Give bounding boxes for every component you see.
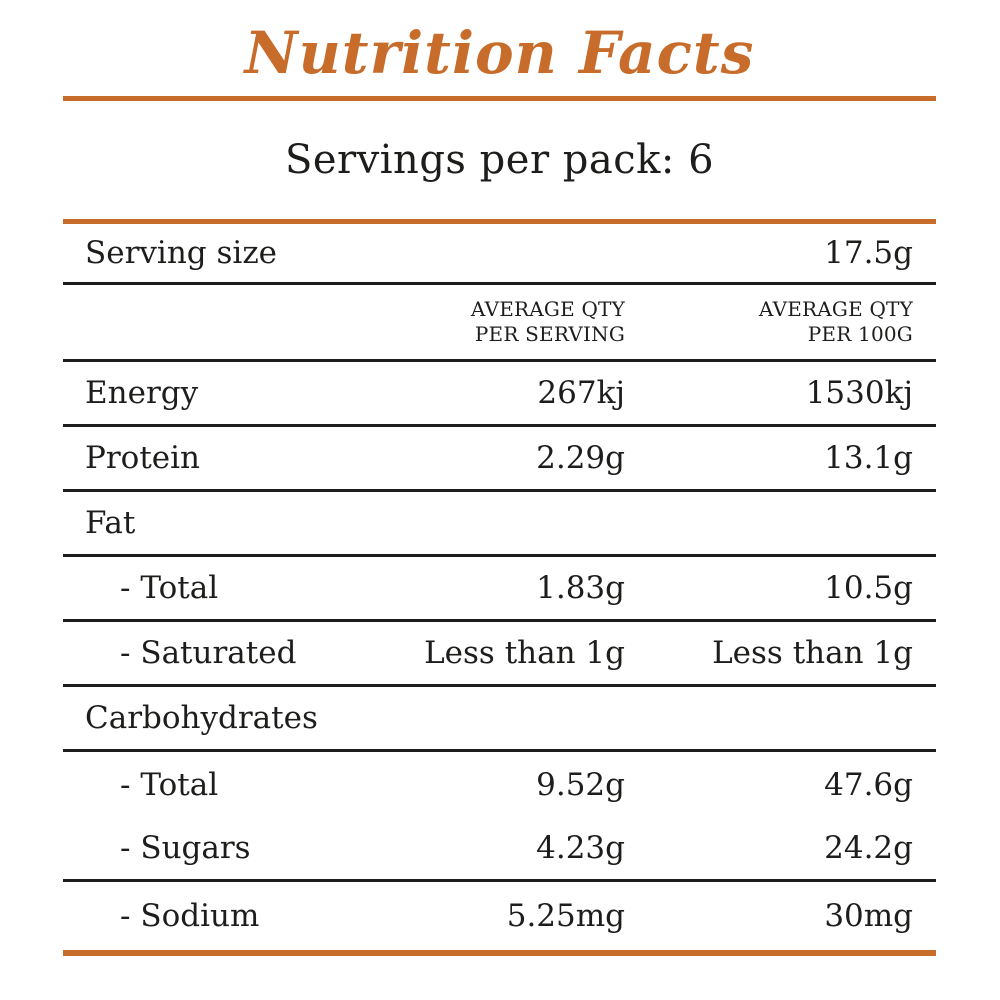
- column-header-per-100g: AVERAGE QTY PER 100G: [625, 297, 913, 347]
- nutrient-label: Fat: [85, 505, 136, 541]
- nutrition-facts-panel: Nutrition Facts Servings per pack: 6 Ser…: [63, 0, 936, 956]
- nutrient-label: - Total: [120, 766, 219, 803]
- nutrient-label: Carbohydrates: [85, 700, 318, 736]
- nutrient-label: Energy: [85, 375, 199, 411]
- per-100g-value: 30mg: [824, 898, 913, 934]
- serving-size-row: Serving size 17.5g: [63, 224, 936, 285]
- divider-orange-top: [63, 96, 936, 101]
- per-serving-value: 9.52g: [536, 766, 625, 803]
- page-title: Nutrition Facts: [244, 19, 755, 87]
- servings-block: Servings per pack: 6: [63, 101, 936, 219]
- nutrient-label: Protein: [85, 440, 201, 476]
- per-serving-value: Less than 1g: [424, 635, 625, 671]
- per-100g-value: 24.2g: [824, 830, 913, 866]
- column-header-row: AVERAGE QTY PER SERVING AVERAGE QTY PER …: [63, 285, 936, 362]
- divider-orange-bottom: [63, 950, 936, 956]
- table-row-fat-total: - Total 1.83g 10.5g: [63, 557, 936, 622]
- per-serving-value: 267kj: [537, 375, 625, 411]
- per-100g-value: 13.1g: [824, 440, 913, 476]
- per-serving-value: 5.25mg: [506, 898, 625, 934]
- serving-size-value: 17.5g: [824, 235, 913, 271]
- table-row-carb-total: - Total 9.52g 47.6g: [63, 752, 936, 817]
- per-100g-value: 1530kj: [805, 375, 913, 411]
- column-header-per-serving-line1: AVERAGE QTY: [470, 297, 625, 321]
- column-header-per-100g-line2: PER 100G: [807, 322, 913, 346]
- table-row-protein: Protein 2.29g 13.1g: [63, 427, 936, 492]
- per-serving-value: 2.29g: [536, 440, 625, 476]
- nutrient-label: - Saturated: [120, 635, 297, 671]
- table-row-sodium: - Sodium 5.25mg 30mg: [63, 882, 936, 950]
- table-row-fat: Fat: [63, 492, 936, 557]
- per-100g-value: Less than 1g: [712, 635, 913, 671]
- servings-per-pack-text: Servings per pack: 6: [284, 137, 715, 183]
- column-header-per-serving: AVERAGE QTY PER SERVING: [385, 297, 625, 347]
- serving-size-label: Serving size: [85, 235, 277, 271]
- divider-orange-middle: [63, 219, 936, 224]
- column-header-per-100g-line1: AVERAGE QTY: [758, 297, 913, 321]
- nutrient-label: - Total: [120, 570, 219, 606]
- table-row-energy: Energy 267kj 1530kj: [63, 362, 936, 427]
- per-100g-value: 47.6g: [824, 766, 913, 803]
- per-serving-value: 1.83g: [536, 570, 625, 606]
- per-100g-value: 10.5g: [824, 570, 913, 606]
- table-row-carb-sugars: - Sugars 4.23g 24.2g: [63, 817, 936, 882]
- per-serving-value: 4.23g: [536, 830, 625, 866]
- title-block: Nutrition Facts: [63, 0, 936, 96]
- column-header-per-serving-line2: PER SERVING: [474, 322, 625, 346]
- nutrient-label: - Sugars: [120, 830, 251, 866]
- table-row-carbohydrates: Carbohydrates: [63, 687, 936, 752]
- nutrient-label: - Sodium: [120, 898, 260, 934]
- table-row-fat-saturated: - Saturated Less than 1g Less than 1g: [63, 622, 936, 687]
